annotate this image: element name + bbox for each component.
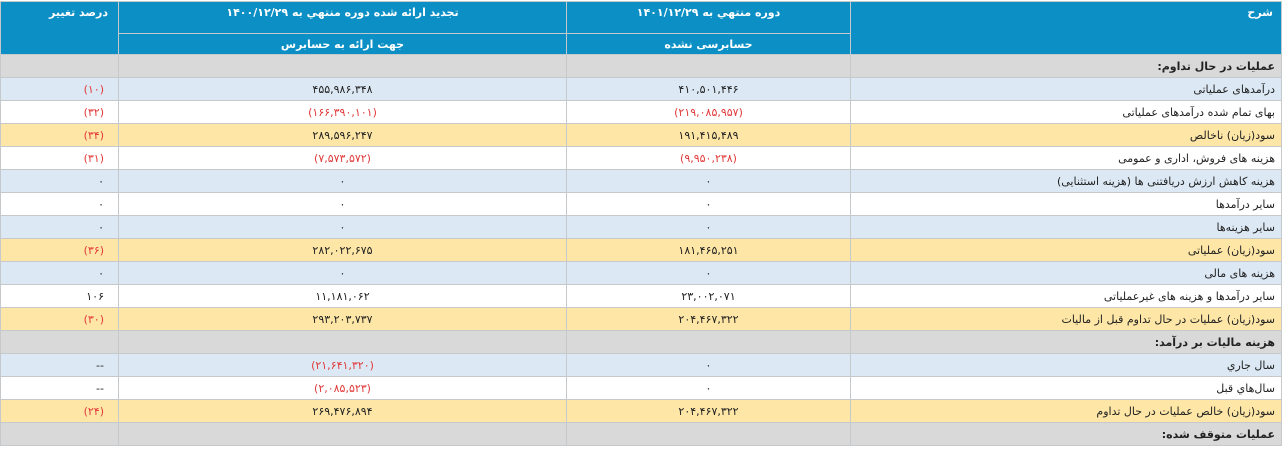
value-current (566, 330, 851, 354)
value-previous (118, 54, 567, 78)
table-row: سایر درآمدها و هزینه های غیرعملیاتی ۲۳,۰۰… (0, 284, 1282, 308)
row-label: هزینه های فروش، اداری و عمومی (850, 146, 1282, 170)
value-change: -- (0, 376, 119, 400)
value-previous: ۰ (118, 192, 567, 216)
header-current-subtitle: حسابرسی نشده (566, 33, 851, 55)
value-previous: (۲۱,۶۴۱,۳۲۰) (118, 353, 567, 377)
section-row: هزینه مالیات بر درآمد: (0, 330, 1282, 354)
value-previous: ۲۹۳,۲۰۳,۷۳۷ (118, 307, 567, 331)
value-current: ۱۹۱,۴۱۵,۴۸۹ (566, 123, 851, 147)
value-change: (۳۲) (0, 100, 119, 124)
value-change: (۳۱) (0, 146, 119, 170)
row-label: سود(زیان) عملیات در حال تداوم قبل از مال… (850, 307, 1282, 331)
value-change: ۰ (0, 215, 119, 239)
value-current (566, 422, 851, 446)
row-label: هزینه مالیات بر درآمد: (850, 330, 1282, 354)
value-change: ۰ (0, 192, 119, 216)
value-previous: ۰ (118, 169, 567, 193)
value-previous: (۱۶۶,۳۹۰,۱۰۱) (118, 100, 567, 124)
table-row: سود(زیان) عملیاتی ۱۸۱,۴۶۵,۲۵۱ ۲۸۲,۰۲۲,۶۷۵(… (0, 238, 1282, 262)
value-previous: ۲۶۹,۴۷۶,۸۹۴ (118, 399, 567, 423)
value-change: (۳۴) (0, 123, 119, 147)
section-row: عملیات متوقف شده: (0, 422, 1282, 446)
value-previous: ۰ (118, 261, 567, 285)
table-row: بهای تمام شده درآمدهای عملیاتی (۲۱۹,۰۸۵,۹… (0, 100, 1282, 124)
value-previous: ۰ (118, 215, 567, 239)
value-previous: ۲۸۲,۰۲۲,۶۷۵ (118, 238, 567, 262)
section-row: عملیات در حال تداوم: (0, 54, 1282, 78)
value-current: ۰ (566, 261, 851, 285)
header-previous-period: تجدید ارائه شده دوره منتهي به ۱۴۰۰/۱۲/۲۹ (118, 1, 567, 34)
value-previous: (۷,۵۷۳,۵۷۲) (118, 146, 567, 170)
table-row: سایر هزینه‌ها ۰ ۰ ۰ (0, 215, 1282, 239)
header-change-percent: درصد تغییر (0, 1, 119, 55)
table-row: سال جاري ۰ (۲۱,۶۴۱,۳۲۰) -- (0, 353, 1282, 377)
row-label: هزینه کاهش ارزش دریافتنی ها (هزینه استثن… (850, 169, 1282, 193)
table-row: سود(زیان) خالص عملیات در حال تداوم ۲۰۴,۴۶… (0, 399, 1282, 423)
row-label: سال‌هاي قبل (850, 376, 1282, 400)
row-label: درآمدهای عملیاتی (850, 77, 1282, 101)
value-previous (118, 330, 567, 354)
value-current: ۴۱۰,۵۰۱,۴۴۶ (566, 77, 851, 101)
row-label: عملیات در حال تداوم: (850, 54, 1282, 78)
table-row: سود(زیان) عملیات در حال تداوم قبل از مال… (0, 307, 1282, 331)
row-label: سود(زیان) ناخالص (850, 123, 1282, 147)
income-statement-table: شرح دوره منتهي به ۱۴۰۱/۱۲/۲۹ تجدید ارائه… (0, 1, 1282, 446)
table-row: سال‌هاي قبل ۰ (۲,۰۸۵,۵۲۳) -- (0, 376, 1282, 400)
value-current: (۹,۹۵۰,۲۳۸) (566, 146, 851, 170)
value-current: ۰ (566, 215, 851, 239)
value-change: ۱۰۶ (0, 284, 119, 308)
row-label: سود(زیان) عملیاتی (850, 238, 1282, 262)
value-change (0, 422, 119, 446)
value-current: (۲۱۹,۰۸۵,۹۵۷) (566, 100, 851, 124)
value-current: ۰ (566, 169, 851, 193)
value-previous: ۱۱,۱۸۱,۰۶۲ (118, 284, 567, 308)
value-change (0, 330, 119, 354)
row-label: هزینه های مالی (850, 261, 1282, 285)
value-current: ۱۸۱,۴۶۵,۲۵۱ (566, 238, 851, 262)
header-description: شرح (850, 1, 1282, 55)
value-change: ۰ (0, 169, 119, 193)
value-change: (۲۴) (0, 399, 119, 423)
row-label: سایر درآمدها (850, 192, 1282, 216)
header-current-period: دوره منتهي به ۱۴۰۱/۱۲/۲۹ (566, 1, 851, 34)
value-current: ۲۰۴,۴۶۷,۳۲۲ (566, 399, 851, 423)
value-current: ۰ (566, 353, 851, 377)
row-label: عملیات متوقف شده: (850, 422, 1282, 446)
value-current: ۰ (566, 192, 851, 216)
value-change: -- (0, 353, 119, 377)
row-label: سال جاري (850, 353, 1282, 377)
value-previous (118, 422, 567, 446)
value-previous: ۴۵۵,۹۸۶,۳۴۸ (118, 77, 567, 101)
value-current (566, 54, 851, 78)
value-change: (۳۶) (0, 238, 119, 262)
value-change (0, 54, 119, 78)
value-change: (۳۰) (0, 307, 119, 331)
header-previous-subtitle: جهت ارائه به حسابرس (118, 33, 567, 55)
row-label: سایر درآمدها و هزینه های غیرعملیاتی (850, 284, 1282, 308)
row-label: بهای تمام شده درآمدهای عملیاتی (850, 100, 1282, 124)
table-header: شرح دوره منتهي به ۱۴۰۱/۱۲/۲۹ تجدید ارائه… (0, 1, 1282, 55)
value-previous: (۲,۰۸۵,۵۲۳) (118, 376, 567, 400)
value-current: ۲۳,۰۰۲,۰۷۱ (566, 284, 851, 308)
value-current: ۲۰۴,۴۶۷,۳۲۲ (566, 307, 851, 331)
table-row: هزینه های فروش، اداری و عمومی (۹,۹۵۰,۲۳۸)… (0, 146, 1282, 170)
row-label: سود(زیان) خالص عملیات در حال تداوم (850, 399, 1282, 423)
value-change: ۰ (0, 261, 119, 285)
table-row: سود(زیان) ناخالص ۱۹۱,۴۱۵,۴۸۹ ۲۸۹,۵۹۶,۲۴۷ (۳… (0, 123, 1282, 147)
table-row: درآمدهای عملیاتی ۴۱۰,۵۰۱,۴۴۶ ۴۵۵,۹۸۶,۳۴۸ (۱… (0, 77, 1282, 101)
row-label: سایر هزینه‌ها (850, 215, 1282, 239)
table-body: عملیات در حال تداوم: درآمدهای عملیاتی ۴۱۰,… (0, 54, 1282, 446)
table-row: هزینه کاهش ارزش دریافتنی ها (هزینه استثن… (0, 169, 1282, 193)
value-previous: ۲۸۹,۵۹۶,۲۴۷ (118, 123, 567, 147)
value-current: ۰ (566, 376, 851, 400)
table-row: هزینه های مالی ۰ ۰ ۰ (0, 261, 1282, 285)
value-change: (۱۰) (0, 77, 119, 101)
table-row: سایر درآمدها ۰ ۰ ۰ (0, 192, 1282, 216)
